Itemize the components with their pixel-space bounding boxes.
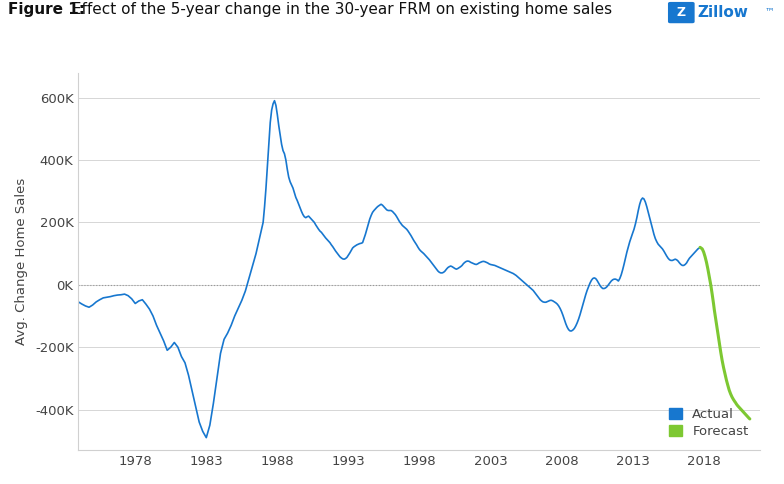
- Text: Figure 1:: Figure 1:: [8, 2, 85, 17]
- Legend: Actual, Forecast: Actual, Forecast: [663, 403, 754, 443]
- Y-axis label: Avg. Change Home Sales: Avg. Change Home Sales: [15, 178, 28, 345]
- Text: Z: Z: [677, 6, 686, 19]
- Text: Zillow: Zillow: [698, 5, 749, 20]
- Text: ™: ™: [764, 6, 774, 16]
- Text: Effect of the 5-year change in the 30-year FRM on existing home sales: Effect of the 5-year change in the 30-ye…: [67, 2, 612, 17]
